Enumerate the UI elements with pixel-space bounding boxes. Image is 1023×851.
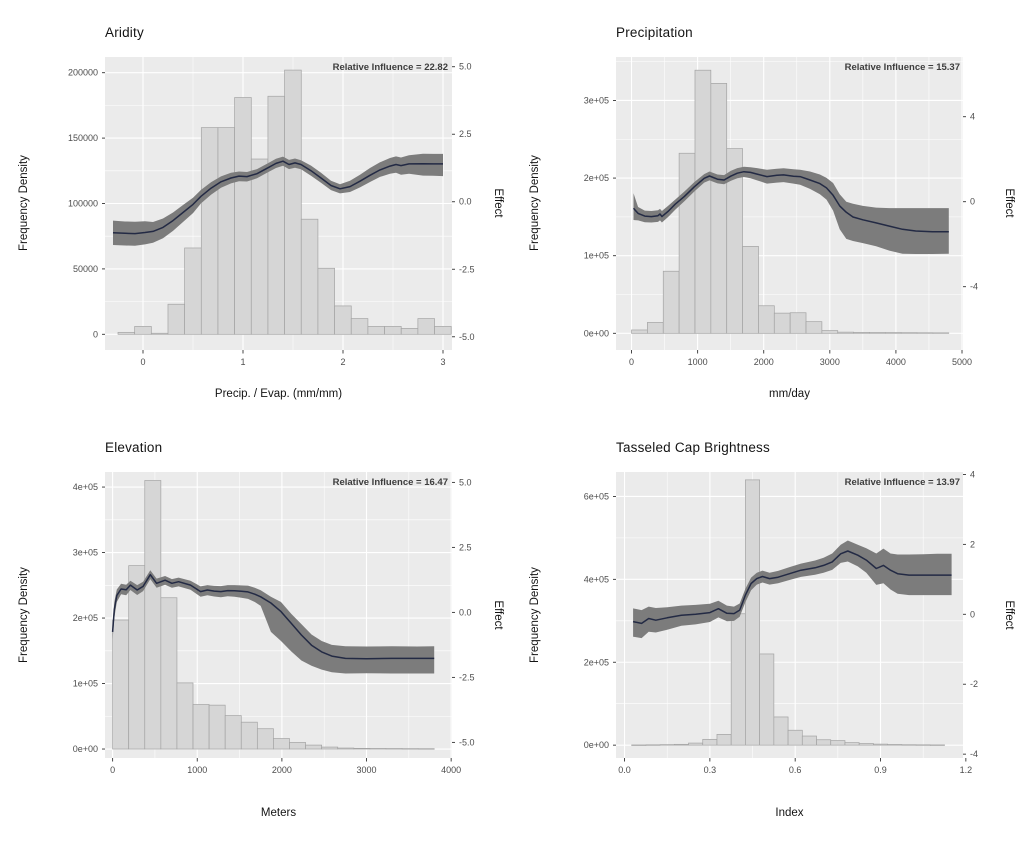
relative-influence-annotation: Relative Influence = 22.82: [332, 62, 448, 73]
svg-text:1000: 1000: [187, 765, 207, 775]
svg-text:-2.5: -2.5: [459, 672, 475, 682]
y-axis-label-right: Effect: [1003, 188, 1015, 218]
svg-text:4e+05: 4e+05: [73, 482, 98, 492]
svg-text:3e+05: 3e+05: [73, 548, 98, 558]
svg-text:2e+05: 2e+05: [584, 173, 609, 183]
svg-text:-2: -2: [970, 679, 978, 689]
svg-text:200000: 200000: [68, 68, 98, 78]
svg-text:4000: 4000: [886, 357, 906, 367]
svg-text:5000: 5000: [952, 357, 972, 367]
svg-text:5.0: 5.0: [459, 62, 472, 72]
svg-text:0.0: 0.0: [459, 197, 472, 207]
svg-text:2.5: 2.5: [459, 542, 472, 552]
svg-text:50000: 50000: [73, 264, 98, 274]
svg-text:0: 0: [140, 357, 145, 367]
svg-text:3000: 3000: [820, 357, 840, 367]
svg-text:1: 1: [240, 357, 245, 367]
x-axis-label: Precip. / Evap. (mm/mm): [214, 388, 343, 400]
svg-text:2.5: 2.5: [459, 129, 472, 139]
y-axis-label-right: Effect: [492, 600, 504, 630]
svg-text:5.0: 5.0: [459, 477, 472, 487]
panel-title: Tasseled Cap Brightness: [616, 440, 770, 455]
y-axis-label-right: Effect: [492, 188, 504, 218]
svg-text:2: 2: [340, 357, 345, 367]
elevation-chart: 0e+00 1e+05 2e+05 3e+05 4e+05 -5.0 -2.5 0.0 2.5 5…: [73, 472, 475, 775]
svg-text:2: 2: [970, 539, 975, 549]
svg-text:0: 0: [629, 357, 634, 367]
svg-text:0: 0: [110, 765, 115, 775]
svg-text:0.0: 0.0: [618, 765, 631, 775]
panel-title: Precipitation: [616, 25, 693, 40]
svg-text:-5.0: -5.0: [459, 737, 475, 747]
svg-text:3e+05: 3e+05: [584, 95, 609, 105]
svg-text:4: 4: [970, 112, 975, 122]
relative-influence-annotation: Relative Influence = 13.97: [844, 477, 960, 488]
svg-text:2e+05: 2e+05: [584, 657, 609, 667]
svg-text:6e+05: 6e+05: [584, 491, 609, 501]
svg-text:0: 0: [970, 197, 975, 207]
svg-text:-4: -4: [970, 282, 978, 292]
svg-text:3000: 3000: [357, 765, 377, 775]
svg-text:0e+00: 0e+00: [584, 740, 609, 750]
svg-text:100000: 100000: [68, 199, 98, 209]
y-axis-label-left: Frequency Density: [18, 567, 30, 663]
svg-text:0: 0: [970, 609, 975, 619]
svg-text:3: 3: [440, 357, 445, 367]
aridity-chart: 0 50000 100000 150000 200000 -5.0 -2.5 0.0 2.5 5.…: [68, 57, 475, 367]
svg-text:0e+00: 0e+00: [584, 328, 609, 338]
svg-text:0.3: 0.3: [704, 765, 717, 775]
svg-text:150000: 150000: [68, 133, 98, 143]
x-axis-label: mm/day: [769, 388, 810, 400]
svg-text:1000: 1000: [688, 357, 708, 367]
svg-text:4e+05: 4e+05: [584, 574, 609, 584]
x-axis-label: Index: [775, 807, 804, 819]
panel-title: Aridity: [105, 25, 144, 40]
svg-text:0.6: 0.6: [789, 765, 802, 775]
y-axis-label-left: Frequency Density: [529, 155, 541, 251]
precipitation-chart: 0e+00 1e+05 2e+05 3e+05 -4 0 4 0 1000 2000 3000 400…: [584, 57, 978, 367]
svg-text:-5.0: -5.0: [459, 332, 475, 342]
svg-text:4: 4: [970, 469, 975, 479]
svg-text:1e+05: 1e+05: [584, 251, 609, 261]
svg-text:0: 0: [93, 329, 98, 339]
svg-text:1e+05: 1e+05: [73, 679, 98, 689]
svg-text:-2.5: -2.5: [459, 264, 475, 274]
y-axis-label-left: Frequency Density: [18, 155, 30, 251]
panel-title: Elevation: [105, 440, 163, 455]
panel-aridity: 0 50000 100000 150000 200000 -5.0 -2.5 0.0 2.5 5.…: [0, 0, 511, 425]
panel-elevation: 0e+00 1e+05 2e+05 3e+05 4e+05 -5.0 -2.5 0.0 2.5 5…: [0, 425, 511, 851]
svg-text:0.0: 0.0: [459, 607, 472, 617]
svg-text:-4: -4: [970, 749, 978, 759]
svg-text:1.2: 1.2: [960, 765, 973, 775]
svg-text:2e+05: 2e+05: [73, 613, 98, 623]
y-axis-label-left: Frequency Density: [529, 567, 541, 663]
x-axis-label: Meters: [260, 807, 297, 819]
y-axis-label-right: Effect: [1003, 600, 1015, 630]
svg-text:4000: 4000: [441, 765, 461, 775]
relative-influence-annotation: Relative Influence = 16.47: [332, 477, 448, 488]
svg-text:0e+00: 0e+00: [73, 744, 98, 754]
tasseled-cap-brightness-chart: 0e+00 2e+05 4e+05 6e+05 -4 -2 0 2 4 0.0 0.3 0.6 0.9 1…: [584, 469, 978, 775]
svg-text:2000: 2000: [272, 765, 292, 775]
panel-tasseled-cap-brightness: 0e+00 2e+05 4e+05 6e+05 -4 -2 0 2 4 0.0 0.3 0.6 0.9 1…: [511, 425, 1023, 851]
svg-text:2000: 2000: [754, 357, 774, 367]
relative-influence-annotation: Relative Influence = 15.37: [844, 62, 960, 73]
panel-precipitation: 0e+00 1e+05 2e+05 3e+05 -4 0 4 0 1000 2000 3000 400…: [511, 0, 1023, 425]
svg-text:0.9: 0.9: [874, 765, 887, 775]
